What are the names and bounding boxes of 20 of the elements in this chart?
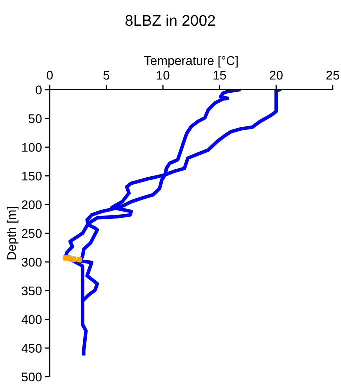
x-tick-label: 20 — [270, 71, 283, 80]
x-axis-title: Temperature [°C] — [144, 56, 238, 68]
x-tick-label: 0 — [47, 71, 53, 80]
y-axis-title: Depth [m] — [7, 207, 19, 260]
y-tick-label: 50 — [28, 114, 42, 124]
y-tick-label: 450 — [22, 344, 42, 353]
x-tick-label: 15 — [214, 71, 226, 80]
y-tick-label: 150 — [22, 172, 42, 181]
y-tick-label: 250 — [22, 229, 42, 238]
y-tick-label: 500 — [22, 372, 42, 382]
x-tick-label: 5 — [104, 71, 110, 80]
x-tick-label: 25 — [326, 71, 340, 80]
y-tick-label: 200 — [22, 200, 42, 210]
y-tick-label: 100 — [22, 143, 42, 152]
y-tick-label: 300 — [22, 258, 42, 267]
chart-title: 8LBZ in 2002 — [126, 14, 216, 26]
x-tick-label: 10 — [157, 71, 170, 80]
y-tick-label: 0 — [36, 86, 42, 95]
y-tick-label: 400 — [22, 315, 42, 324]
y-tick-label: 350 — [22, 286, 42, 296]
